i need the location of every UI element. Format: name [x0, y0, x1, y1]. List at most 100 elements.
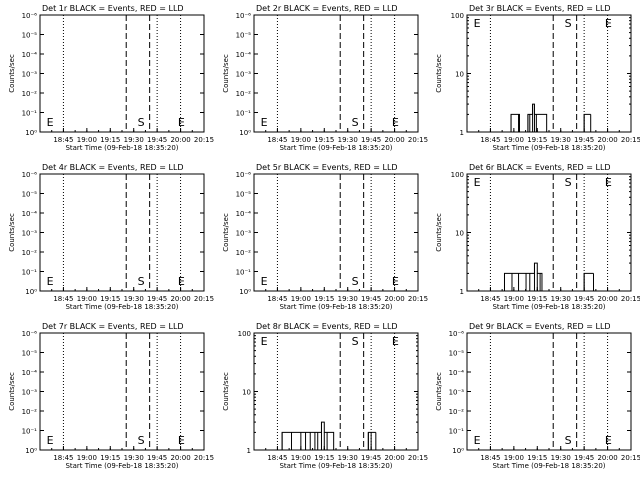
y-tick-label: 10⁻⁴	[22, 210, 38, 218]
y-tick-label: 10⁻⁶	[236, 12, 252, 20]
chart-panel: Det 8r BLACK = Events, RED = LLD 18:45 19:…	[222, 322, 428, 470]
y-tick-label: 10⁻³	[22, 389, 38, 397]
y-tick-label: 10⁰	[239, 288, 251, 296]
y-tick-label: 1	[460, 288, 464, 296]
x-tick-label: 18:45	[267, 454, 287, 462]
y-tick-label: 10⁻¹	[22, 110, 38, 118]
x-tick-label: 20:15	[408, 295, 428, 303]
x-tick-label: 20:15	[408, 454, 428, 462]
event-marker: E	[605, 17, 612, 30]
x-axis-label: Start Time (09-Feb-18 18:35:20)	[492, 303, 605, 311]
y-tick-label: 10⁰	[452, 447, 464, 455]
chart-title: Det 2r BLACK = Events, RED = LLD	[256, 4, 398, 13]
plot-frame	[253, 332, 419, 451]
x-tick-label: 20:15	[621, 136, 640, 144]
event-marker: S	[352, 335, 359, 348]
y-tick-label: 1	[460, 129, 464, 137]
x-tick-label: 18:45	[53, 136, 73, 144]
event-marker: E	[605, 434, 612, 447]
chart-title: Det 4r BLACK = Events, RED = LLD	[42, 163, 184, 172]
x-tick-label: 19:00	[291, 295, 311, 303]
plot-frame	[253, 173, 419, 292]
x-axis-label: Start Time (09-Feb-18 18:35:20)	[65, 144, 178, 152]
event-series-line	[510, 103, 591, 133]
x-tick-label: 19:15	[527, 136, 547, 144]
y-tick-label: 10⁻²	[22, 249, 38, 257]
x-tick-label: 19:00	[504, 295, 524, 303]
y-tick-label: 10⁻⁴	[449, 369, 465, 377]
y-tick-label: 10⁻⁵	[22, 191, 38, 199]
x-tick-label: 20:00	[597, 295, 617, 303]
y-tick-label: 10⁻³	[22, 71, 38, 79]
y-tick-label: 10	[242, 389, 251, 397]
x-axis-label: Start Time (09-Feb-18 18:35:20)	[492, 462, 605, 470]
x-tick-label: 19:45	[147, 454, 167, 462]
y-tick-label: 10⁻⁶	[22, 12, 38, 20]
chart-title: Det 6r BLACK = Events, RED = LLD	[469, 163, 611, 172]
x-tick-label: 20:15	[621, 295, 640, 303]
x-tick-label: 19:45	[361, 295, 381, 303]
x-tick-label: 19:15	[100, 454, 120, 462]
x-tick-label: 18:45	[267, 295, 287, 303]
event-marker: E	[474, 434, 481, 447]
x-tick-label: 19:00	[77, 136, 97, 144]
y-tick-label: 10⁻³	[236, 71, 252, 79]
y-axis-label: Counts/sec	[8, 213, 16, 252]
x-tick-label: 19:30	[338, 295, 358, 303]
x-tick-label: 19:15	[100, 136, 120, 144]
event-marker: S	[138, 434, 145, 447]
x-tick-label: 18:45	[267, 136, 287, 144]
chart-panel: Det 5r BLACK = Events, RED = LLD 18:45 19:…	[222, 163, 428, 311]
y-tick-label: 10⁻³	[236, 230, 252, 238]
y-tick-label: 10⁻⁵	[236, 191, 252, 199]
y-tick-label: 10⁻¹	[236, 269, 252, 277]
y-tick-label: 10⁻¹	[22, 428, 38, 436]
x-tick-label: 19:30	[551, 454, 571, 462]
y-tick-label: 10⁻²	[449, 408, 465, 416]
x-tick-label: 20:00	[384, 454, 404, 462]
chart-title: Det 8r BLACK = Events, RED = LLD	[256, 322, 398, 331]
x-tick-label: 19:45	[574, 454, 594, 462]
x-tick-label: 19:00	[291, 136, 311, 144]
y-tick-label: 10⁻¹	[236, 110, 252, 118]
chart-panel: Det 1r BLACK = Events, RED = LLD 18:45 19:…	[8, 4, 214, 152]
event-marker: E	[261, 335, 268, 348]
event-marker: E	[392, 116, 399, 129]
y-axis-label: Counts/sec	[435, 213, 443, 252]
y-tick-label: 10⁰	[25, 447, 37, 455]
event-marker: E	[47, 434, 54, 447]
event-marker: S	[352, 116, 359, 129]
y-tick-label: 100	[238, 330, 251, 338]
x-tick-label: 18:45	[53, 295, 73, 303]
y-tick-label: 10⁻⁵	[449, 350, 465, 358]
x-tick-label: 19:30	[551, 295, 571, 303]
y-axis-label: Counts/sec	[222, 213, 230, 252]
chart-panel: Det 7r BLACK = Events, RED = LLD 18:45 19:…	[8, 322, 214, 470]
y-tick-label: 10⁻⁴	[22, 51, 38, 59]
y-tick-label: 10⁻⁶	[449, 330, 465, 338]
y-tick-label: 10⁻⁴	[22, 369, 38, 377]
chart-title: Det 3r BLACK = Events, RED = LLD	[469, 4, 611, 13]
x-tick-label: 20:00	[170, 136, 190, 144]
event-marker: S	[138, 116, 145, 129]
event-marker: E	[392, 275, 399, 288]
plot-frame	[253, 14, 419, 133]
plot-frame	[466, 173, 632, 292]
y-tick-label: 10⁻⁶	[22, 171, 38, 179]
event-marker: E	[261, 116, 268, 129]
chart-panel: Det 3r BLACK = Events, RED = LLD 18:45 19:…	[435, 4, 640, 152]
x-tick-label: 20:00	[597, 136, 617, 144]
x-tick-label: 19:00	[504, 136, 524, 144]
y-axis-label: Counts/sec	[222, 54, 230, 93]
x-tick-label: 18:45	[480, 295, 500, 303]
event-marker: S	[352, 275, 359, 288]
event-marker: E	[474, 17, 481, 30]
x-axis-label: Start Time (09-Feb-18 18:35:20)	[279, 462, 392, 470]
y-tick-label: 100	[451, 12, 464, 20]
event-marker: E	[261, 275, 268, 288]
x-tick-label: 19:45	[574, 295, 594, 303]
x-tick-label: 19:45	[147, 136, 167, 144]
event-marker: E	[474, 176, 481, 189]
x-tick-label: 18:45	[480, 136, 500, 144]
chart-panel: Det 9r BLACK = Events, RED = LLD 18:45 19:…	[435, 322, 640, 470]
